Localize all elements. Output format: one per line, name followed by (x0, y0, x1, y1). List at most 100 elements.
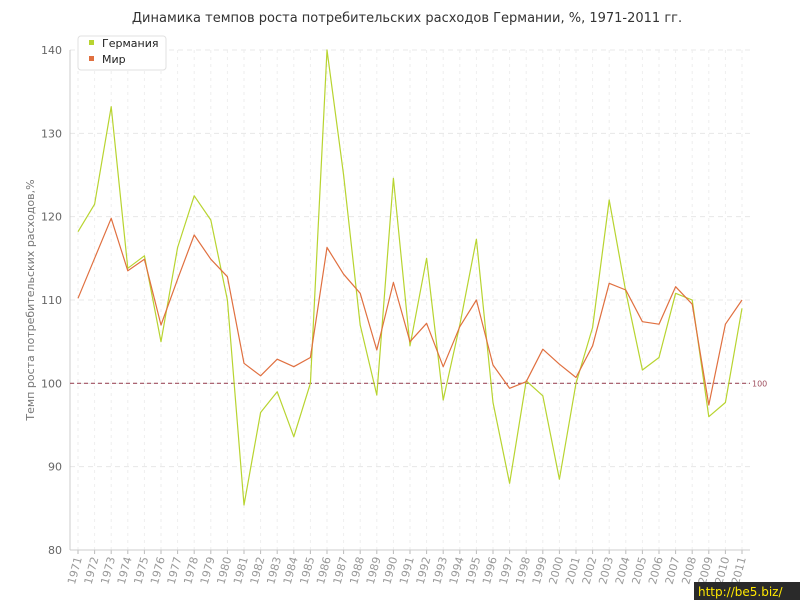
watermark-text: http://be5.biz/ (698, 585, 783, 599)
data-point-world (193, 234, 195, 236)
data-point-world (293, 365, 295, 367)
data-point-world (459, 325, 461, 327)
data-point-germany (425, 257, 427, 259)
data-point-germany (243, 504, 245, 506)
y-tick-label: 100 (41, 377, 62, 390)
y-gridlines (70, 49, 750, 468)
data-point-world (77, 297, 79, 299)
y-tick-label: 90 (48, 461, 62, 474)
data-point-germany (77, 230, 79, 232)
data-point-world (708, 404, 710, 406)
data-point-germany (110, 105, 112, 107)
series-line-germany (77, 49, 743, 506)
data-point-world (442, 365, 444, 367)
legend-swatch-world (89, 56, 94, 61)
data-point-world (508, 387, 510, 389)
y-tick-labels: 80 90 100 110 120 130 140 (41, 44, 62, 557)
reference-line-label: 100 (752, 379, 767, 388)
data-point-germany (143, 255, 145, 257)
data-point-world (160, 324, 162, 326)
data-point-world (210, 258, 212, 260)
data-point-world (625, 289, 627, 291)
series-line-world (77, 217, 743, 406)
data-point-world (492, 364, 494, 366)
data-point-world (309, 356, 311, 358)
legend-label-germany: Германия (102, 37, 158, 50)
y-tick-label: 80 (48, 544, 62, 557)
data-point-germany (508, 482, 510, 484)
legend-label-world: Мир (102, 53, 126, 66)
data-point-germany (342, 174, 344, 176)
data-point-germany (691, 299, 693, 301)
data-point-world (658, 323, 660, 325)
y-tick-label: 120 (41, 211, 62, 224)
data-point-world (691, 303, 693, 305)
data-point-germany (276, 390, 278, 392)
data-point-germany (658, 356, 660, 358)
data-point-germany (93, 203, 95, 205)
data-point-world (575, 376, 577, 378)
data-point-world (392, 281, 394, 283)
data-point-germany (558, 478, 560, 480)
data-point-world (542, 348, 544, 350)
x-gridlines (77, 50, 743, 554)
data-point-germany (226, 299, 228, 301)
data-point-world (326, 246, 328, 248)
data-point-germany (409, 345, 411, 347)
data-point-world (376, 349, 378, 351)
x-tick-label: 2011 (729, 555, 749, 585)
reference-line-group: 100 (70, 379, 767, 388)
data-point-germany (724, 401, 726, 403)
data-point-world (110, 217, 112, 219)
data-point-germany (575, 382, 577, 384)
data-point-world (409, 340, 411, 342)
data-point-world (674, 285, 676, 287)
data-point-germany (176, 246, 178, 248)
data-point-world (226, 275, 228, 277)
y-axis-label: Темп роста потребительских расходов,% (24, 179, 37, 421)
data-point-germany (392, 177, 394, 179)
data-point-germany (359, 324, 361, 326)
data-point-germany (708, 415, 710, 417)
watermark: http://be5.biz/ (694, 582, 800, 600)
data-point-germany (210, 219, 212, 221)
data-point-germany (193, 195, 195, 197)
data-point-germany (492, 401, 494, 403)
data-point-world (342, 273, 344, 275)
data-point-world (243, 362, 245, 364)
data-point-germany (376, 394, 378, 396)
data-point-germany (293, 435, 295, 437)
data-point-germany (259, 411, 261, 413)
data-point-germany (591, 326, 593, 328)
data-point-germany (542, 395, 544, 397)
x-tick-labels: 1971197219731974197519761977197819791980… (65, 555, 749, 585)
data-point-germany (674, 292, 676, 294)
watermark-bg (694, 582, 800, 600)
data-point-world (93, 257, 95, 259)
data-point-world (641, 320, 643, 322)
data-point-germany (160, 340, 162, 342)
series-lines (77, 49, 743, 506)
data-point-germany (741, 307, 743, 309)
data-point-world (276, 358, 278, 360)
legend: Германия Мир (77, 35, 167, 71)
data-point-germany (442, 399, 444, 401)
data-point-world (176, 278, 178, 280)
data-point-world (724, 323, 726, 325)
data-point-world (127, 270, 129, 272)
data-point-world (608, 282, 610, 284)
data-point-world (359, 292, 361, 294)
data-point-germany (608, 199, 610, 201)
legend-box (77, 35, 167, 71)
data-point-world (741, 299, 743, 301)
data-point-world (558, 363, 560, 365)
data-point-world (525, 380, 527, 382)
data-point-world (259, 375, 261, 377)
data-point-world (591, 345, 593, 347)
chart-title: Динамика темпов роста потребительских ра… (132, 11, 682, 26)
data-point-world (143, 258, 145, 260)
y-tick-label: 130 (41, 127, 62, 140)
data-point-germany (309, 382, 311, 384)
data-point-germany (641, 369, 643, 371)
